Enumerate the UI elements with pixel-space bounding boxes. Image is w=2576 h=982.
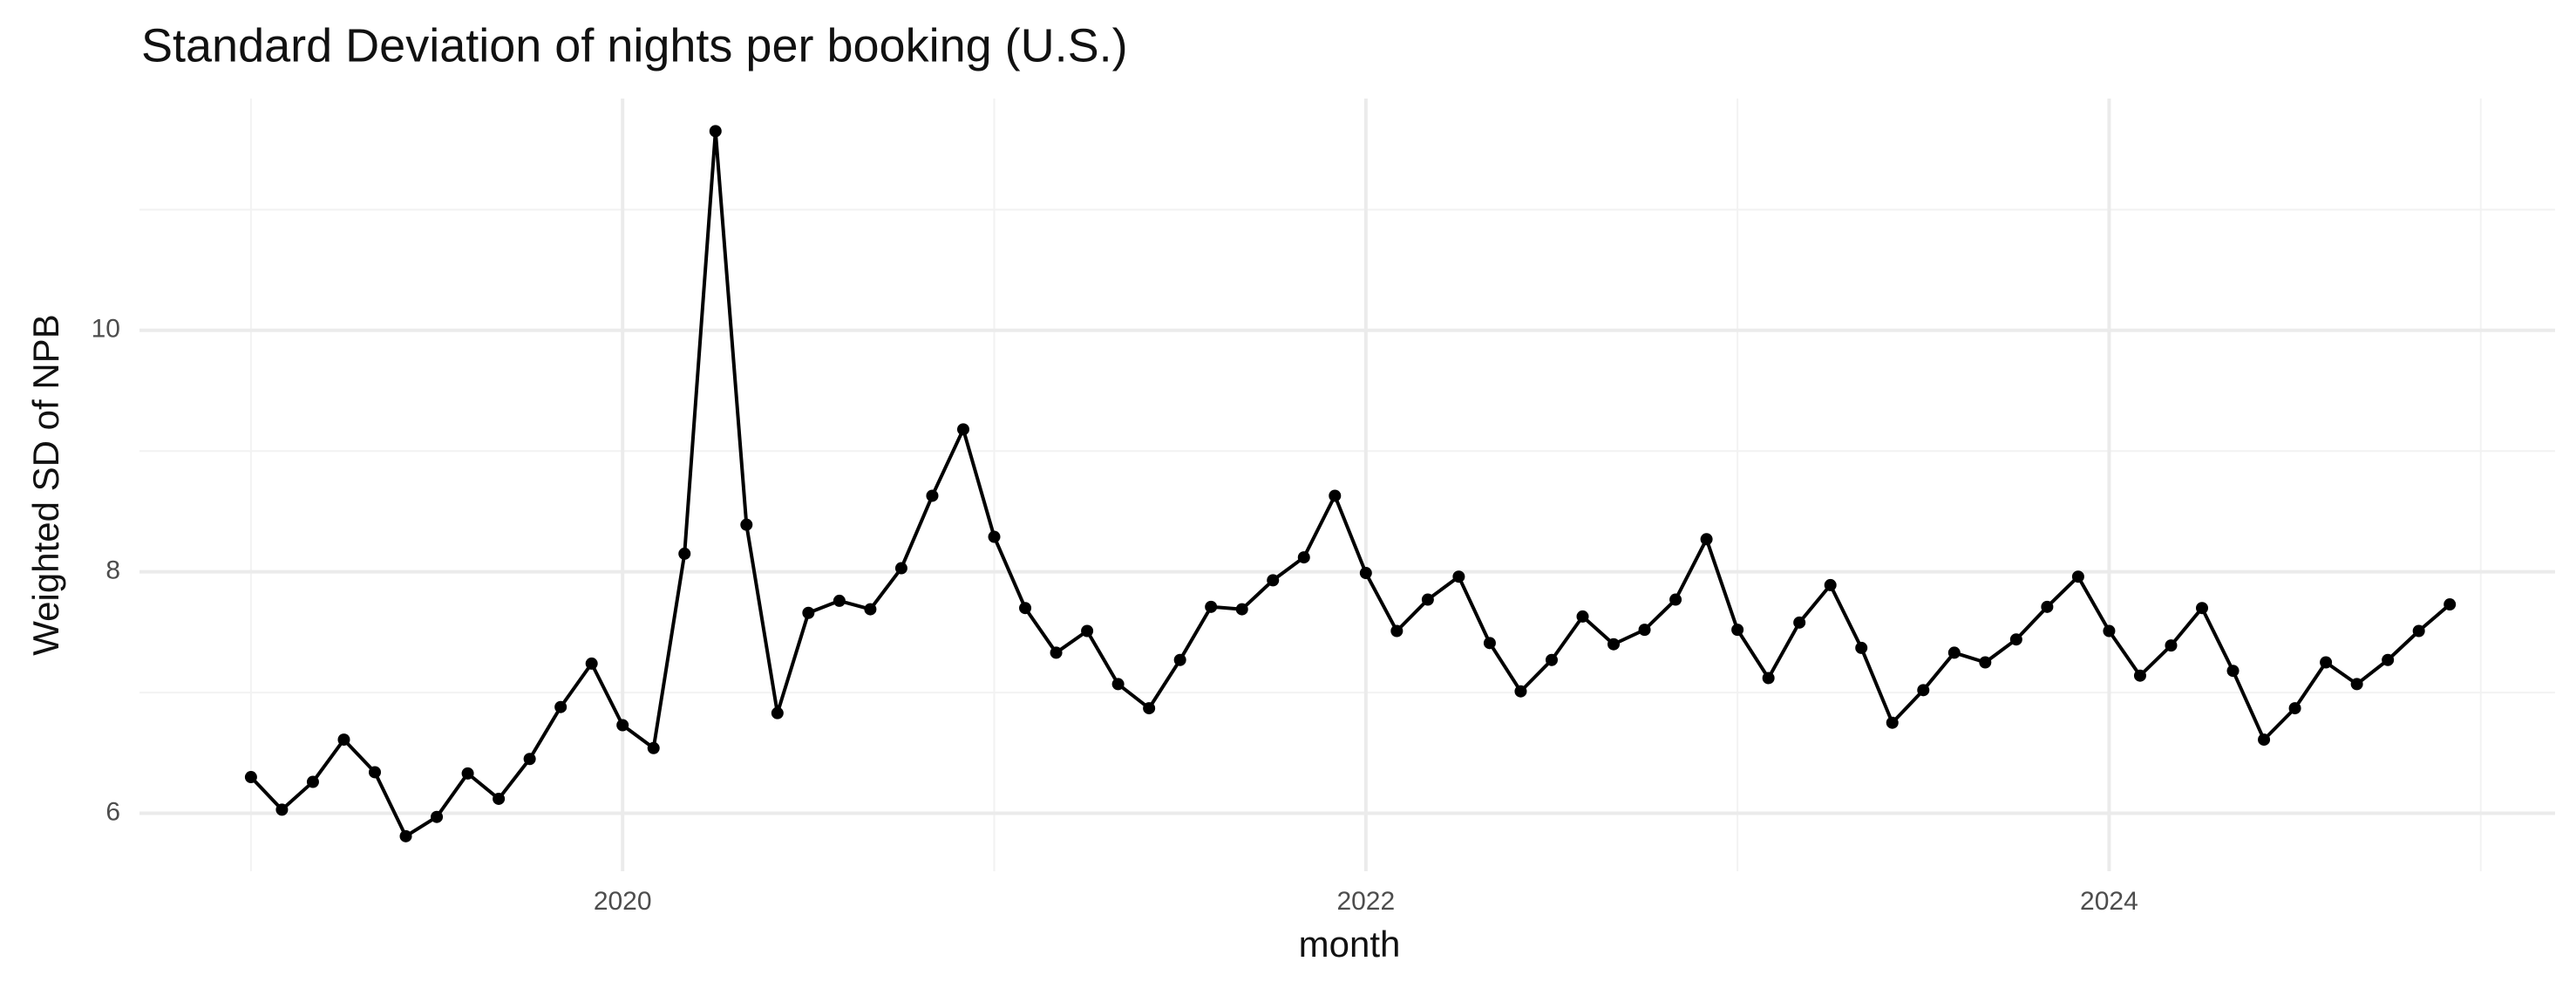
- point: [771, 706, 784, 719]
- point: [1638, 624, 1651, 637]
- point: [461, 767, 474, 780]
- y-tick-label: 6: [105, 797, 120, 826]
- point: [2103, 624, 2116, 638]
- point: [554, 700, 568, 713]
- point: [1824, 578, 1837, 591]
- point: [1329, 489, 1342, 502]
- point: [1359, 567, 1372, 580]
- point: [2258, 733, 2271, 747]
- point: [1081, 624, 1094, 638]
- point: [1979, 656, 1992, 669]
- x-axis-title: month: [1299, 924, 1401, 965]
- point: [2412, 624, 2425, 638]
- point: [1607, 638, 1621, 651]
- point: [1545, 653, 1558, 666]
- point: [493, 792, 506, 805]
- point: [616, 719, 629, 732]
- point: [1947, 646, 1961, 659]
- point: [523, 753, 536, 766]
- point: [1019, 602, 1032, 615]
- point: [1421, 593, 1434, 606]
- point: [2133, 669, 2146, 682]
- point: [1297, 551, 1310, 564]
- point: [368, 766, 381, 779]
- point: [1669, 593, 1682, 606]
- point: [956, 423, 969, 436]
- point: [1514, 685, 1527, 698]
- point: [647, 741, 660, 754]
- point: [431, 810, 444, 823]
- point: [1205, 600, 1218, 613]
- point: [306, 775, 319, 788]
- point: [988, 530, 1001, 543]
- point: [399, 829, 412, 842]
- point: [1855, 641, 1868, 654]
- point: [1173, 653, 1186, 666]
- point: [1452, 570, 1465, 583]
- point: [1483, 637, 1496, 650]
- y-tick-label: 10: [92, 315, 120, 344]
- chart-title: Standard Deviation of nights per booking…: [141, 19, 1128, 72]
- point: [1793, 616, 1806, 629]
- x-tick-label: 2020: [594, 887, 652, 916]
- point: [1762, 672, 1775, 685]
- point: [585, 657, 598, 670]
- line: [249, 129, 2451, 838]
- point: [802, 606, 815, 619]
- point: [1700, 533, 1713, 546]
- point: [2009, 633, 2022, 646]
- point: [244, 771, 257, 784]
- point: [894, 562, 907, 575]
- point: [1390, 624, 1404, 638]
- point: [2196, 602, 2209, 615]
- point: [1050, 646, 1063, 659]
- point: [2320, 656, 2333, 669]
- point: [864, 603, 877, 616]
- point: [1267, 574, 1280, 587]
- point: [337, 733, 350, 747]
- point: [2071, 570, 2084, 583]
- point: [926, 489, 939, 502]
- point: [678, 547, 691, 560]
- point: [2288, 702, 2301, 715]
- point: [1143, 702, 1156, 715]
- point: [1886, 716, 1899, 729]
- point: [1111, 678, 1125, 691]
- point: [2350, 678, 2363, 691]
- x-tick-label: 2024: [2080, 887, 2138, 916]
- y-axis-title: Weighted SD of NPB: [25, 314, 66, 655]
- point: [2382, 653, 2395, 666]
- point: [740, 518, 753, 531]
- point: [1917, 684, 1930, 697]
- x-tick-label: 2022: [1336, 887, 1395, 916]
- point: [2443, 598, 2457, 611]
- point: [1235, 603, 1248, 616]
- y-tick-label: 8: [105, 556, 120, 585]
- point: [275, 803, 289, 816]
- point: [709, 125, 722, 138]
- point: [2165, 639, 2178, 652]
- point: [1731, 624, 1744, 637]
- point: [2226, 665, 2240, 678]
- point: [2041, 600, 2054, 613]
- point: [1576, 610, 1589, 623]
- point: [833, 594, 846, 607]
